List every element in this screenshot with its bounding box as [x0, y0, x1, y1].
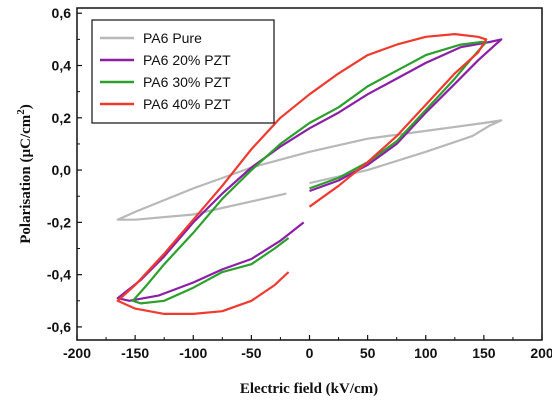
y-axis-ticks: -0,6 -0,4 -0,2 0,0 0,2 0,4 0,6: [47, 5, 82, 335]
x-tick-label: -50: [241, 345, 261, 361]
x-tick-label: 150: [472, 345, 496, 361]
legend-label-0: PA6 Pure: [143, 30, 202, 46]
legend-label-3: PA6 40% PZT: [143, 96, 231, 112]
x-tick-label: 50: [360, 345, 376, 361]
y-tick-label: 0,6: [52, 5, 72, 21]
x-tick-label: 200: [530, 345, 552, 361]
series-line-1: [116, 38, 503, 302]
x-axis-ticks: -200 -150 -100 -50 0 50 100 150 200: [63, 335, 552, 361]
y-tick-label: -0,6: [47, 319, 71, 335]
x-axis-title: Electric field (kV/cm): [240, 381, 378, 397]
series-line-3: [116, 32, 488, 315]
legend-label-1: PA6 20% PZT: [143, 52, 231, 68]
x-tick-label: -100: [179, 345, 207, 361]
y-axis-title: Polarisation (µC/cm2): [15, 104, 34, 244]
y-tick-label: -0,2: [47, 214, 71, 230]
legend: PA6 Pure PA6 20% PZT PA6 30% PZT PA6 40%…: [91, 19, 275, 124]
y-tick-label: -0,4: [47, 267, 71, 283]
y-tick-label: 0,2: [52, 110, 72, 126]
x-tick-label: 100: [414, 345, 438, 361]
legend-label-2: PA6 30% PZT: [143, 74, 231, 90]
x-tick-label: -150: [121, 345, 149, 361]
y-tick-label: 0,4: [52, 58, 72, 74]
series-line-2: [131, 40, 488, 305]
series-line-0: [116, 119, 503, 221]
x-tick-label: -200: [63, 345, 91, 361]
data-series: [116, 32, 503, 315]
x-tick-label: 0: [306, 345, 314, 361]
y-tick-label: 0,0: [52, 162, 72, 178]
